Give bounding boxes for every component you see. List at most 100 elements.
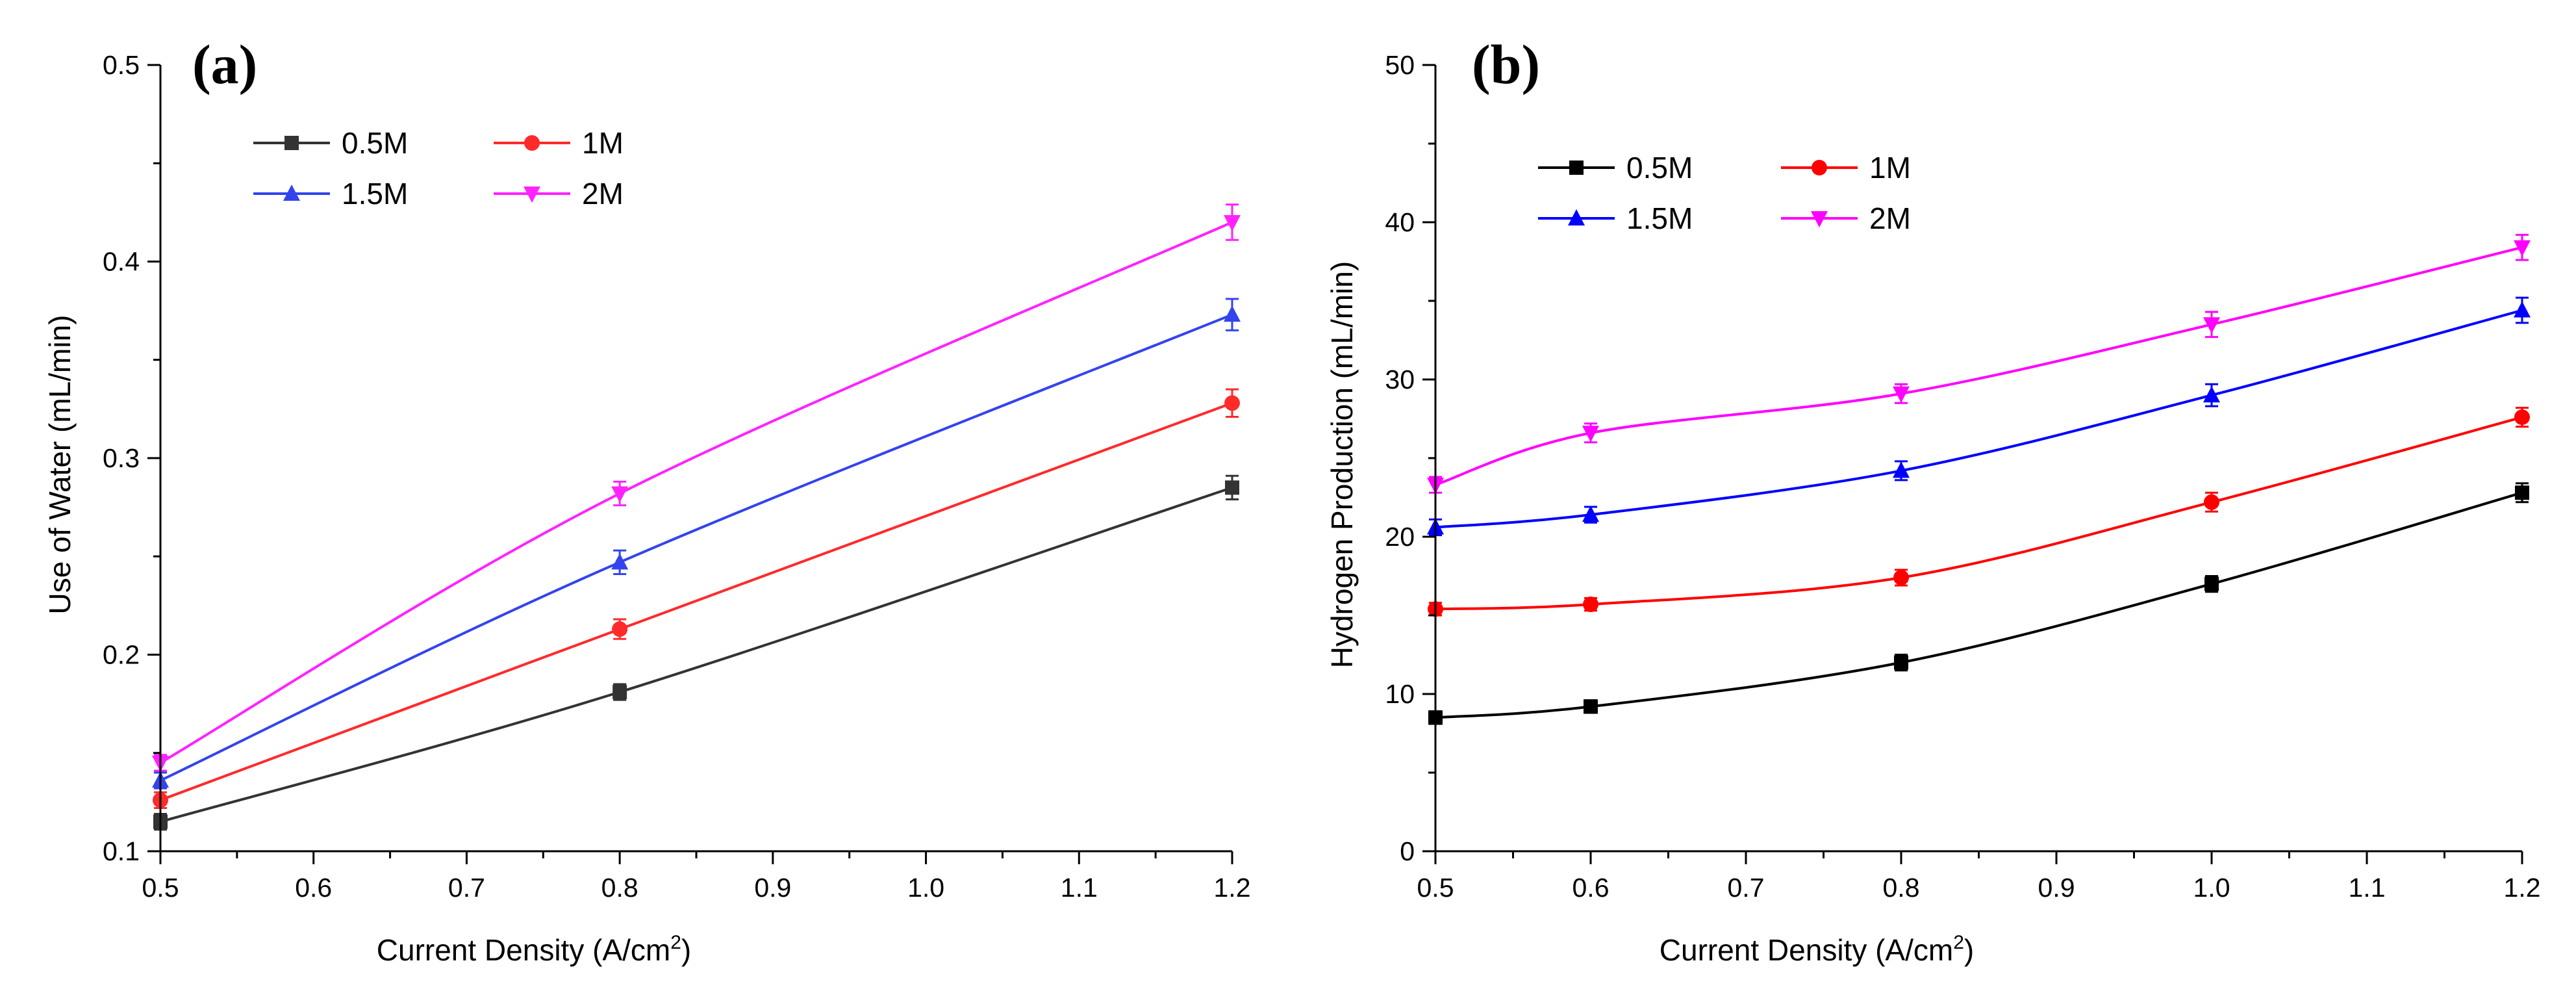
series-2M — [152, 203, 1241, 772]
legend-label: 2M — [1869, 201, 1911, 235]
x-tick-label: 1.0 — [907, 873, 944, 903]
y-tick-label: 10 — [1385, 679, 1415, 709]
data-point — [1893, 386, 1910, 403]
legend-label: 2M — [582, 177, 624, 211]
legend-item-1.5M: 1.5M — [253, 177, 408, 211]
data-point — [611, 553, 629, 570]
legend-item-1M: 1M — [494, 126, 624, 160]
series-1M — [153, 388, 1240, 809]
x-tick-label: 0.7 — [1728, 873, 1765, 903]
series-line — [1435, 416, 2523, 611]
series-0.5M — [1428, 482, 2529, 725]
legend-marker — [524, 186, 540, 203]
legend-label: 0.5M — [1626, 151, 1693, 185]
y-tick-label: 0.5 — [103, 50, 140, 80]
series-line — [1435, 491, 2523, 719]
x-tick-label: 0.7 — [448, 873, 485, 903]
data-point — [2203, 386, 2220, 403]
x-tick-label: 0.9 — [2038, 873, 2075, 903]
series-line — [1435, 309, 2523, 529]
data-point — [1224, 305, 1241, 322]
y-tick-label: 0.3 — [103, 443, 140, 473]
data-point — [2204, 494, 2219, 510]
series-0.5M — [153, 474, 1239, 831]
data-point — [1893, 461, 1910, 478]
x-tick-label: 0.6 — [295, 873, 332, 903]
series-1.5M — [1427, 296, 2531, 537]
series-line — [160, 486, 1233, 823]
data-point — [1893, 569, 1909, 585]
data-point — [1224, 215, 1241, 231]
x-tick-label: 0.9 — [754, 873, 791, 903]
y-tick-label: 30 — [1385, 365, 1415, 394]
x-tick-label: 0.6 — [1572, 873, 1610, 903]
x-axis-title: Current Density (A/cm2) — [1660, 932, 1974, 967]
x-tick-label: 0.8 — [1883, 873, 1920, 903]
data-point — [1582, 506, 1599, 522]
legend-marker — [283, 185, 300, 201]
x-tick-label: 0.5 — [142, 873, 179, 903]
x-tick-label: 0.8 — [601, 873, 638, 903]
series-line — [1435, 246, 2523, 486]
panel-b-label: (b) — [1472, 33, 1540, 96]
y-tick-label: 0.4 — [103, 247, 140, 277]
y-tick-label: 0 — [1400, 836, 1415, 866]
data-point — [1583, 597, 1598, 613]
data-point — [2515, 485, 2529, 500]
data-point — [2514, 301, 2531, 318]
legend-item-0.5M: 0.5M — [1538, 151, 1693, 185]
legend-item-2M: 2M — [494, 177, 624, 211]
legend-marker — [284, 136, 299, 150]
legend-item-1.5M: 1.5M — [1538, 201, 1693, 235]
data-point — [2514, 409, 2530, 426]
x-tick-label: 0.5 — [1417, 873, 1454, 903]
data-point — [612, 684, 627, 699]
data-point — [1225, 480, 1239, 495]
legend: 0.5M 1M 1.5M 2M — [253, 126, 624, 211]
legend-label: 1.5M — [1626, 201, 1693, 235]
x-tick-label: 1.1 — [1061, 873, 1098, 903]
data-point — [2203, 317, 2220, 334]
data-point — [1584, 699, 1598, 714]
x-tick-label: 1.2 — [2504, 873, 2541, 903]
y-axis-title: Use of Water (mL/min) — [43, 315, 77, 615]
panel-a: (a) 0.5 0.6 0.7 0.8 0.9 1.0 1.1 1.2 0.1 0.2 0.3 0.4… — [43, 33, 1251, 967]
y-tick-label: 0.1 — [103, 836, 140, 866]
series-line — [160, 313, 1233, 782]
x-tick-label: 1.2 — [1214, 873, 1251, 903]
legend-item-0.5M: 0.5M — [253, 126, 408, 160]
x-tick-label: 1.1 — [2349, 873, 2386, 903]
data-point — [2514, 240, 2531, 257]
series-1.5M — [152, 298, 1241, 790]
legend-item-1M: 1M — [1781, 151, 1911, 185]
data-point — [1894, 655, 1908, 670]
data-point — [1582, 426, 1599, 443]
y-tick-label: 0.2 — [103, 640, 140, 670]
data-point — [612, 621, 628, 637]
legend: 0.5M 1M 1.5M 2M — [1538, 151, 1911, 235]
y-axis-title: Hydrogen Production (mL/min) — [1325, 261, 1359, 668]
x-axis-title: Current Density (A/cm2) — [377, 932, 691, 967]
legend-label: 1M — [1869, 151, 1911, 185]
data-point — [611, 486, 629, 503]
data-point — [1224, 395, 1240, 411]
x-tick-label: 1.0 — [2193, 873, 2230, 903]
y-tick-label: 50 — [1385, 50, 1415, 80]
legend-marker — [1569, 161, 1584, 175]
series-line — [160, 402, 1233, 802]
legend-marker — [524, 135, 540, 151]
legend-label: 1M — [582, 126, 624, 160]
legend-marker — [1568, 209, 1585, 225]
legend-marker — [1811, 211, 1828, 227]
legend-label: 1.5M — [342, 177, 408, 211]
panel-b: (b) 0.5 0.6 0.7 0.8 0.9 1.0 1.1 1.201020304050 … — [1325, 33, 2541, 967]
panel-a-label: (a) — [192, 33, 257, 96]
y-tick-label: 40 — [1385, 207, 1415, 237]
series-line — [159, 221, 1233, 764]
legend-marker — [1812, 160, 1827, 175]
legend-label: 0.5M — [342, 126, 408, 160]
y-tick-label: 20 — [1385, 522, 1415, 552]
data-point — [2204, 576, 2219, 591]
legend-item-2M: 2M — [1781, 201, 1911, 235]
